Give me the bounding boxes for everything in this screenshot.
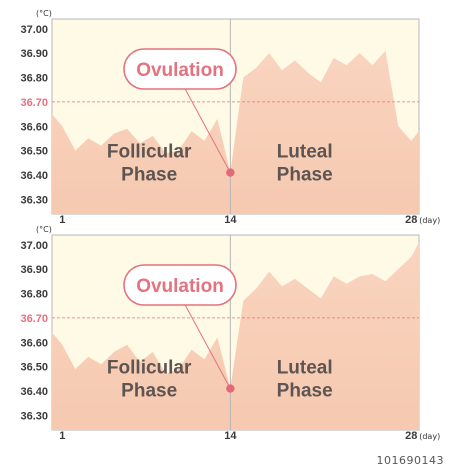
y-unit-label: (°C) xyxy=(36,225,52,234)
x-tick-label: 14 xyxy=(224,214,237,226)
y-tick-label: 36.30 xyxy=(20,410,48,422)
temperature-area xyxy=(52,50,419,215)
ovulation-point xyxy=(226,384,235,393)
ovulation-label: Ovulation xyxy=(136,276,224,297)
x-unit-label: (day) xyxy=(419,216,440,225)
y-tick-label: 36.40 xyxy=(20,170,48,182)
x-unit-label: (day) xyxy=(419,432,440,441)
ovulation-callout-box xyxy=(123,264,237,306)
y-tick-label: 36.50 xyxy=(20,146,48,158)
y-tick-label: 36.60 xyxy=(20,337,48,349)
y-tick-label: 36.30 xyxy=(20,194,48,206)
phase-label-luteal: Luteal xyxy=(277,141,333,162)
y-tick-label: 37.00 xyxy=(20,240,48,252)
temperature-area xyxy=(52,242,419,430)
ovulation-point xyxy=(226,168,235,177)
y-unit-label: (°C) xyxy=(36,9,52,18)
callout-pointer xyxy=(182,84,231,173)
y-tick-label: 36.70 xyxy=(20,97,48,109)
y-tick-label: 36.80 xyxy=(20,289,48,301)
x-tick-label: 1 xyxy=(59,214,65,226)
x-tick-label: 1 xyxy=(59,430,65,442)
ovulation-label: Ovulation xyxy=(136,60,224,81)
chart-panel-1: (°C) 36.30 36.40 36.50 36.60 36.70 36.80 36.90 3… xyxy=(20,9,440,226)
y-tick-label: 36.90 xyxy=(20,264,48,276)
y-tick-label: 36.60 xyxy=(20,121,48,133)
phase-label-follicular: Follicular xyxy=(107,141,192,162)
y-tick-label: 37.00 xyxy=(20,24,48,36)
callout-pointer xyxy=(182,300,231,389)
phase-label-follicular: Phase xyxy=(121,380,177,401)
phase-label-follicular: Follicular xyxy=(107,357,192,378)
x-tick-label: 28 xyxy=(405,430,417,442)
phase-label-luteal: Luteal xyxy=(277,357,333,378)
y-tick-label: 36.40 xyxy=(20,386,48,398)
y-tick-label: 36.70 xyxy=(20,313,48,325)
phase-label-luteal: Phase xyxy=(277,380,333,401)
watermark-id: 101690143 xyxy=(376,454,444,467)
ovulation-callout-box xyxy=(123,48,237,90)
y-tick-label: 36.90 xyxy=(20,48,48,60)
x-tick-label: 14 xyxy=(224,430,237,442)
y-tick-label: 36.50 xyxy=(20,362,48,374)
x-tick-label: 28 xyxy=(405,214,417,226)
phase-label-luteal: Phase xyxy=(277,164,333,185)
y-tick-label: 36.80 xyxy=(20,73,48,85)
phase-label-follicular: Phase xyxy=(121,164,177,185)
chart-panel-2: (°C) 36.30 36.40 36.50 36.60 36.70 36.80 36.90 3… xyxy=(20,225,440,442)
